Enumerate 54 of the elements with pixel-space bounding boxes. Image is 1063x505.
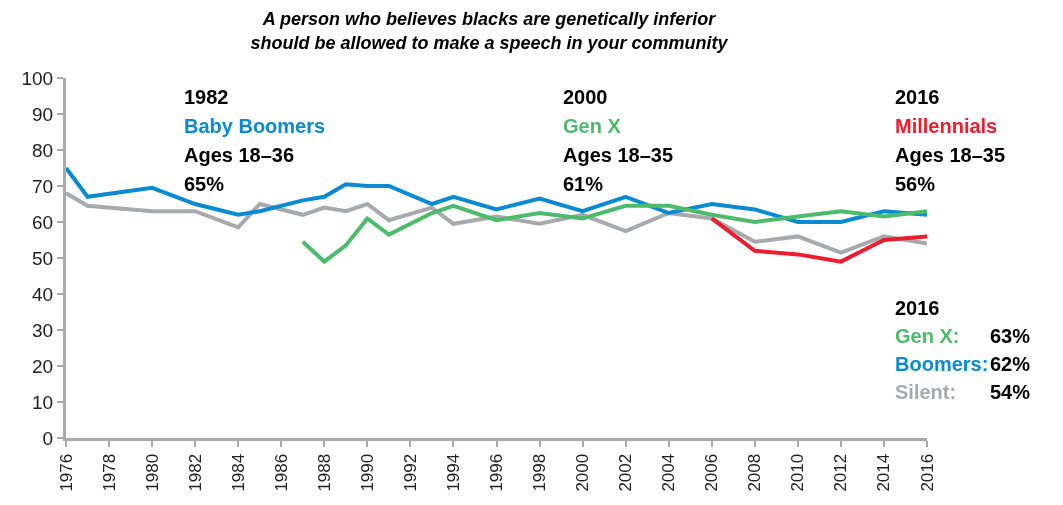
y-tick-label: 30 [32, 319, 54, 341]
annotation: 65% [184, 173, 225, 195]
annotation: 2016 [895, 86, 940, 108]
text: 54% [990, 381, 1031, 403]
y-tick-label: 0 [42, 427, 54, 449]
annotation: 2016 [895, 297, 940, 319]
y-tick-label: 100 [21, 67, 54, 89]
x-tick-label: 1976 [56, 453, 76, 492]
chart-title: A person who believes blacks are genetically inferior should be allowed to make a speech in your community [250, 9, 729, 53]
text: 63% [990, 325, 1031, 347]
annotation: Gen X [563, 115, 622, 137]
x-tick-label: 1982 [185, 453, 205, 492]
text: 62% [990, 353, 1031, 375]
annotation: 1982 [184, 86, 229, 108]
x-tick-label: 1994 [443, 453, 463, 492]
x-tick-label: 1978 [99, 453, 119, 492]
annotation: Silent: [895, 381, 957, 403]
x-tick-label: 1980 [142, 453, 162, 492]
line-series [709, 216, 927, 264]
x-tick-label: 1992 [400, 453, 420, 492]
annotation: 56% [895, 173, 936, 195]
x-tick-label: 1990 [357, 453, 377, 492]
x-tick-label: 2012 [831, 453, 851, 492]
y-tick-label: 50 [32, 247, 54, 269]
y-tick-label: 20 [32, 355, 54, 377]
x-tick-label: 2016 [917, 453, 937, 492]
x-tick-label: 2010 [788, 453, 808, 492]
x-tick-label: 2002 [616, 453, 636, 492]
annotation: 2000 [563, 86, 608, 108]
x-tick-label: 2006 [702, 453, 722, 492]
annotation: Ages 18–35 [895, 144, 1006, 166]
line-series [300, 203, 927, 264]
annotation: Baby Boomers [184, 115, 326, 137]
annotation: Gen X: [895, 325, 960, 347]
y-tick-label: 70 [32, 175, 54, 197]
y-tick-label: 80 [32, 139, 54, 161]
x-tick-label: 2000 [573, 453, 593, 492]
annotation: Millennials [895, 115, 998, 137]
x-tick-label: 1988 [314, 453, 334, 492]
x-tick-label: 1996 [487, 453, 507, 492]
y-tick-label: 60 [32, 211, 54, 233]
y-tick-label: 40 [32, 283, 54, 305]
x-tick-label: 2004 [659, 453, 679, 492]
x-tick-label: 2008 [745, 453, 765, 492]
x-tick-label: 1986 [271, 453, 291, 492]
annotation: 61% [563, 173, 604, 195]
annotation: Ages 18–36 [184, 144, 295, 166]
annotation: Boomers: [895, 353, 989, 375]
x-tick-label: 1984 [228, 453, 248, 492]
y-tick-label: 10 [32, 391, 54, 413]
x-tick-label: 2014 [874, 453, 894, 492]
y-tick-label: 90 [32, 103, 54, 125]
x-tick-label: 1998 [530, 453, 550, 492]
annotation: Ages 18–35 [563, 144, 674, 166]
